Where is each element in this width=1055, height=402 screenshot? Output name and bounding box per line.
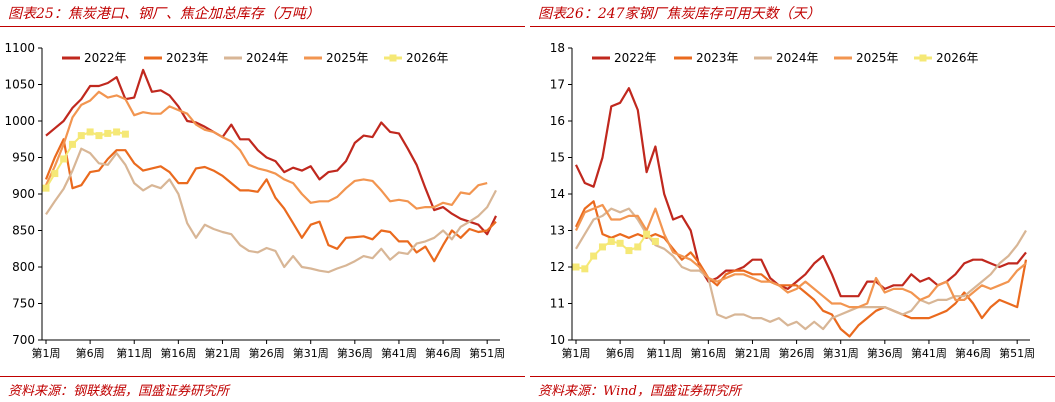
x-tick-label: 第1周 — [32, 346, 61, 360]
y-tick-label: 16 — [550, 114, 565, 128]
series-line-2025年 — [575, 203, 1027, 309]
x-tick-label: 第1周 — [562, 346, 591, 360]
y-tick-label: 700 — [12, 333, 35, 347]
y-tick-label: 12 — [550, 260, 565, 274]
series-line-2024年 — [575, 207, 1027, 331]
x-tick-label: 第16周 — [690, 346, 726, 360]
y-tick-label: 800 — [12, 260, 35, 274]
chart-title: 图表26：247家钢厂焦炭库存可用天数（天） — [538, 6, 821, 22]
legend-label: 2025年 — [856, 51, 899, 65]
series-point — [651, 237, 659, 245]
source-rule — [530, 376, 1055, 377]
series-line-2022年 — [45, 68, 497, 236]
y-tick-label: 13 — [550, 224, 565, 238]
series-line-2023年 — [44, 138, 497, 263]
legend-marker — [919, 54, 927, 62]
series-point — [95, 132, 103, 140]
x-tick-label: 第36周 — [867, 346, 903, 360]
x-tick-label: 第11周 — [646, 346, 682, 360]
series-point — [68, 140, 76, 148]
chart-source: 资料来源：Wind，国盛证券研究所 — [538, 384, 741, 399]
y-tick-label: 1000 — [4, 114, 35, 128]
x-tick-label: 第46周 — [955, 346, 991, 360]
x-tick-label: 第6周 — [606, 346, 635, 360]
y-tick-label: 11 — [550, 297, 565, 311]
legend-label: 2024年 — [246, 51, 289, 65]
title-rule — [0, 26, 525, 27]
series-line-2022年 — [575, 87, 1027, 298]
x-tick-label: 第51周 — [469, 346, 505, 360]
legend-label: 2022年 — [614, 51, 657, 65]
legend-label: 2025年 — [326, 51, 369, 65]
series-point — [616, 239, 624, 247]
x-tick-label: 第21周 — [204, 346, 240, 360]
series-point — [104, 129, 112, 137]
x-tick-label: 第31周 — [293, 346, 329, 360]
chart-title: 图表25：焦炭港口、钢厂、焦企加总库存（万吨） — [8, 6, 320, 22]
y-tick-label: 750 — [12, 297, 35, 311]
legend-label: 2026年 — [936, 51, 979, 65]
series-line-2025年 — [45, 90, 488, 210]
series-point — [113, 128, 121, 136]
legend-label: 2024年 — [776, 51, 819, 65]
series-line-2026年 — [45, 130, 126, 189]
series-point — [121, 130, 129, 138]
y-tick-label: 14 — [550, 187, 565, 201]
x-tick-label: 第26周 — [779, 346, 815, 360]
y-tick-label: 1100 — [4, 41, 35, 55]
legend-label: 2022年 — [84, 51, 127, 65]
series-point — [590, 252, 598, 260]
x-tick-label: 第26周 — [249, 346, 285, 360]
series-line-2024年 — [45, 147, 497, 274]
x-tick-label: 第16周 — [160, 346, 196, 360]
x-tick-label: 第6周 — [76, 346, 105, 360]
series-point — [77, 132, 85, 140]
series-point — [51, 170, 59, 178]
series-line-2026年 — [575, 233, 657, 270]
y-tick-label: 850 — [12, 224, 35, 238]
series-point — [625, 247, 633, 255]
series-point — [86, 128, 94, 136]
x-tick-label: 第31周 — [823, 346, 859, 360]
y-tick-label: 10 — [550, 333, 565, 347]
chart-panel-inventory: 图表25：焦炭港口、钢厂、焦企加总库存（万吨） 700 750 800 850 900 9… — [0, 0, 525, 402]
series-point — [634, 243, 642, 251]
x-tick-label: 第41周 — [911, 346, 947, 360]
legend-marker — [389, 54, 397, 62]
title-rule — [530, 26, 1055, 27]
series-point — [42, 184, 50, 192]
x-tick-label: 第11周 — [116, 346, 152, 360]
chart-source: 资料来源：钢联数据，国盛证券研究所 — [8, 384, 230, 399]
x-tick-label: 第41周 — [381, 346, 417, 360]
legend-label: 2026年 — [406, 51, 449, 65]
series-line-2023年 — [575, 200, 1028, 338]
chart-panel-days: 图表26：247家钢厂焦炭库存可用天数（天） 10 11 12 13 14 15 16 17 1… — [530, 0, 1055, 402]
y-tick-label: 18 — [550, 41, 565, 55]
series-point — [598, 243, 606, 251]
x-tick-label: 第21周 — [734, 346, 770, 360]
x-tick-label: 第36周 — [337, 346, 373, 360]
source-rule — [0, 376, 525, 377]
y-tick-label: 900 — [12, 187, 35, 201]
y-tick-label: 950 — [12, 151, 35, 165]
x-tick-label: 第46周 — [425, 346, 461, 360]
series-point — [60, 155, 68, 163]
series-point — [572, 263, 580, 271]
series-point — [581, 265, 589, 273]
legend-label: 2023年 — [166, 51, 209, 65]
inventory-chart: 700 750 800 850 900 950 1000 1050 1100 第1周 第6周 第11周… — [4, 41, 505, 360]
y-tick-label: 17 — [550, 78, 565, 92]
legend-label: 2023年 — [696, 51, 739, 65]
days-chart: 10 11 12 13 14 15 16 17 18 第1周 第6周 第11周 第16周 第21周 第26周… — [550, 41, 1035, 360]
series-point — [607, 237, 615, 245]
y-tick-label: 15 — [550, 151, 565, 165]
x-tick-label: 第51周 — [999, 346, 1035, 360]
y-tick-label: 1050 — [4, 78, 35, 92]
series-point — [643, 230, 651, 238]
